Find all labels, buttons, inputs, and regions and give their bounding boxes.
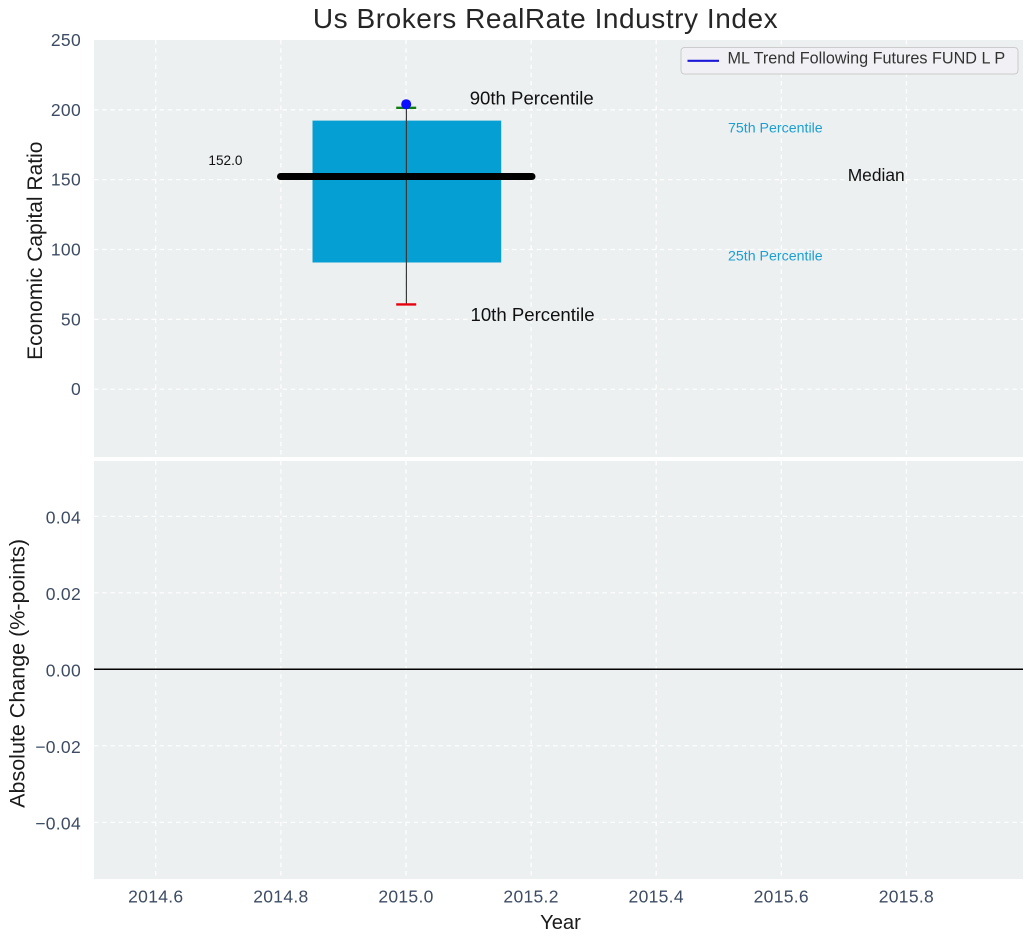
svg-text:−0.04: −0.04: [35, 813, 81, 833]
svg-text:2015.6: 2015.6: [754, 887, 809, 907]
svg-text:25th Percentile: 25th Percentile: [728, 248, 823, 264]
svg-text:250: 250: [51, 30, 81, 50]
svg-text:−0.02: −0.02: [35, 737, 81, 757]
svg-text:152.0: 152.0: [208, 153, 242, 168]
svg-text:0: 0: [71, 379, 81, 399]
svg-text:2014.8: 2014.8: [253, 887, 308, 907]
svg-text:75th Percentile: 75th Percentile: [728, 120, 823, 136]
svg-text:2015.2: 2015.2: [503, 887, 558, 907]
svg-text:150: 150: [51, 170, 81, 190]
svg-text:Us Brokers RealRate Industry I: Us Brokers RealRate Industry Index: [313, 3, 778, 34]
svg-text:2014.6: 2014.6: [128, 887, 183, 907]
svg-text:90th Percentile: 90th Percentile: [470, 87, 594, 108]
svg-text:0.02: 0.02: [46, 584, 81, 604]
svg-text:10th Percentile: 10th Percentile: [471, 304, 595, 325]
svg-text:Economic Capital Ratio: Economic Capital Ratio: [24, 142, 47, 360]
svg-text:50: 50: [61, 309, 81, 329]
svg-text:200: 200: [51, 100, 81, 120]
svg-text:Median: Median: [848, 165, 905, 185]
svg-text:2015.0: 2015.0: [378, 887, 433, 907]
svg-text:0.04: 0.04: [46, 507, 81, 527]
svg-text:100: 100: [51, 240, 81, 260]
svg-text:2015.8: 2015.8: [879, 887, 934, 907]
svg-text:2015.4: 2015.4: [629, 887, 684, 907]
svg-text:Absolute Change (%-points): Absolute Change (%-points): [6, 539, 30, 808]
svg-text:Year: Year: [540, 912, 581, 934]
svg-text:0.00: 0.00: [46, 660, 81, 680]
svg-text:ML Trend Following Futures FUN: ML Trend Following Futures FUND L P: [728, 49, 1006, 67]
